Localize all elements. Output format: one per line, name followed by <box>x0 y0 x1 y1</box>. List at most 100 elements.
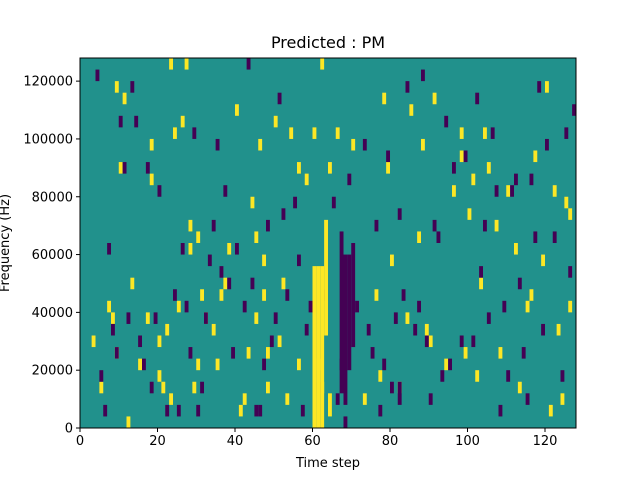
heatmap-cell-low <box>502 300 507 313</box>
heatmap-cell-low <box>463 150 468 163</box>
heatmap-cell-high <box>111 312 115 324</box>
heatmap-cell-high <box>552 185 557 197</box>
heatmap-cell-low <box>335 393 340 405</box>
heatmap-cell-low <box>246 58 251 70</box>
heatmap-cell-high <box>289 127 294 139</box>
heatmap-cell-low <box>568 266 573 278</box>
heatmap-cell-high <box>409 104 414 116</box>
heatmap-cell-high <box>378 370 383 382</box>
heatmap-cell-high <box>219 289 224 301</box>
heatmap-cell-high <box>312 127 317 139</box>
heatmap-cell-low <box>215 138 220 151</box>
heatmap-cell-high <box>126 416 131 428</box>
heatmap-cell-high <box>157 335 162 348</box>
heatmap-cell-low <box>111 323 115 336</box>
heatmap-cell-low <box>517 277 522 290</box>
heatmap-cell-low <box>207 254 212 267</box>
heatmap-cell-high <box>281 277 286 290</box>
heatmap-cell-low <box>227 277 232 290</box>
heatmap-cell-high <box>432 92 437 105</box>
heatmap-cell-low <box>486 312 491 324</box>
heatmap-cell-low <box>541 323 546 336</box>
x-tick-label: 0 <box>76 434 84 449</box>
heatmap-cell-low <box>297 254 301 267</box>
heatmap-cell-low <box>521 347 526 359</box>
heatmap-cell-low <box>494 185 499 197</box>
heatmap-cell-high <box>266 381 270 394</box>
x-tick-label: 120 <box>533 434 558 449</box>
heatmap-cell-low <box>572 104 577 116</box>
heatmap-cell-high <box>188 243 193 255</box>
heatmap-cell-low <box>436 231 441 243</box>
heatmap-cell-high <box>548 404 553 417</box>
x-tick-label: 60 <box>304 434 321 449</box>
heatmap-cell-low <box>304 323 309 336</box>
heatmap-cell-high <box>235 104 239 116</box>
heatmap-cell-low <box>258 404 263 417</box>
heatmap-cell-high <box>173 127 177 139</box>
heatmap-cell-high <box>149 138 154 151</box>
heatmap-cell-high <box>196 358 201 371</box>
heatmap-cell-high <box>262 289 267 301</box>
heatmap-cell-high <box>533 150 538 163</box>
heatmap-cell-high <box>266 347 270 359</box>
heatmap-cell-low <box>126 312 131 324</box>
heatmap-cell-low <box>525 393 530 405</box>
heatmap-cell-high <box>180 115 185 128</box>
heatmap-cell-high <box>525 300 530 313</box>
heatmap-cell-high <box>130 277 135 290</box>
heatmap-cell-high <box>157 370 162 382</box>
heatmap-cell-low <box>351 243 356 348</box>
heatmap-cell-low <box>118 115 123 128</box>
heatmap-cell-high <box>169 393 174 405</box>
heatmap-cell-low <box>413 323 418 336</box>
heatmap-cell-low <box>142 358 146 371</box>
heatmap-cell-high <box>262 254 267 267</box>
heatmap-cell-low <box>397 381 402 405</box>
heatmap-cell-low <box>401 289 406 301</box>
heatmap-cell-low <box>200 381 205 394</box>
heatmap-cell-low <box>331 196 336 209</box>
x-axis-label: Time step <box>295 456 360 471</box>
heatmap-cell-high <box>382 92 387 105</box>
heatmap-cell-low <box>483 219 487 232</box>
heatmap-cell-low <box>362 138 367 151</box>
heatmap-cell-high <box>324 219 329 336</box>
heatmap-cell-low <box>347 173 352 186</box>
heatmap-cell-low <box>386 150 391 163</box>
heatmap-cell-low <box>188 347 193 359</box>
heatmap-cell-high <box>386 162 391 174</box>
heatmap-cell-low <box>149 381 154 394</box>
heatmap-cell-high <box>486 162 491 174</box>
heatmap-cell-high <box>91 335 96 348</box>
heatmap-cell-low <box>99 370 104 382</box>
heatmap-cell-low <box>533 231 538 243</box>
heatmap-cell-high <box>258 138 263 151</box>
heatmap-cell-low <box>204 312 208 324</box>
heatmap-cell-high <box>483 127 487 139</box>
heatmap-cell-low <box>417 300 422 313</box>
heatmap-cell-high <box>215 358 220 371</box>
heatmap-cell-high <box>169 58 174 70</box>
heatmap-cell-high <box>463 347 468 359</box>
heatmap-cell-high <box>188 219 193 232</box>
heatmap-cell-low <box>421 69 425 82</box>
heatmap-cell-low <box>219 266 224 278</box>
heatmap-cell-low <box>277 92 282 105</box>
heatmap-cell-low <box>293 196 298 209</box>
heatmap-cell-low <box>153 312 158 324</box>
y-tick-label: 120000 <box>23 75 73 90</box>
heatmap-cell-low <box>479 266 484 278</box>
y-tick-label: 20000 <box>32 364 73 379</box>
heatmap-cell-low <box>145 162 150 174</box>
heatmap-cell-low <box>405 81 410 93</box>
heatmap-cell-low <box>180 243 185 255</box>
heatmap-cell-high <box>114 81 119 93</box>
heatmap-cell-low <box>397 208 402 220</box>
heatmap-cell-low <box>475 92 480 105</box>
heatmap-cell-high <box>312 266 317 429</box>
heatmap-cell-low <box>211 219 216 232</box>
heatmap-cell-low <box>231 347 236 359</box>
heatmap-cell-high <box>192 381 197 394</box>
heatmap-cell-low <box>498 404 503 417</box>
